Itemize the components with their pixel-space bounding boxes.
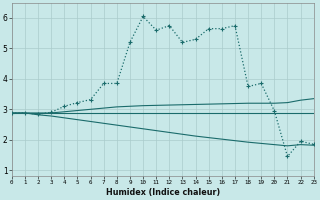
- X-axis label: Humidex (Indice chaleur): Humidex (Indice chaleur): [106, 188, 220, 197]
